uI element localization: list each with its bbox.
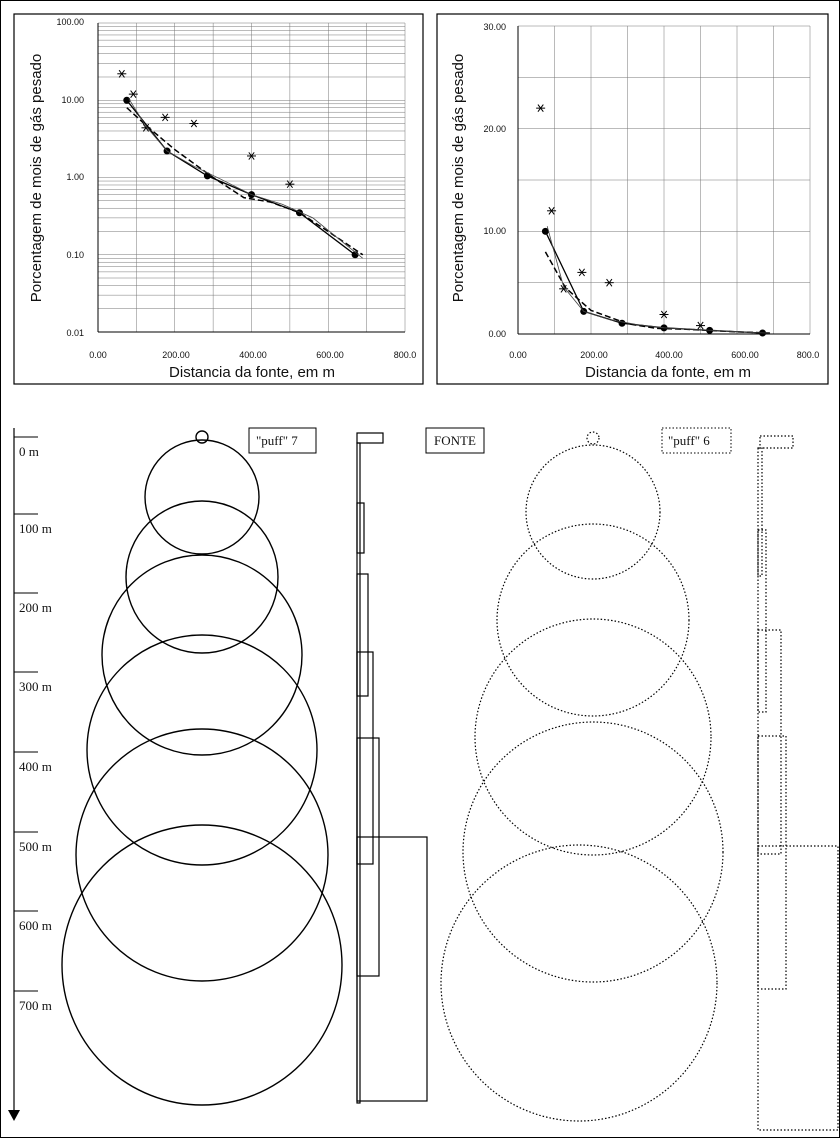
puff-7-label-box (248, 427, 317, 454)
y-tick-label: 0.00 (488, 329, 506, 339)
data-point (123, 96, 131, 104)
star-stroke (606, 278, 613, 287)
y-tick-label: 0.01 (66, 328, 84, 338)
star-marker (547, 206, 557, 215)
puff-6-profile (757, 435, 839, 1131)
star-stroke (162, 113, 169, 122)
source-label: FONTE (434, 433, 476, 448)
series-line-dashed (126, 107, 364, 256)
linear-chart: 0.00 200.00 400.00 600.00 800.0 0.00 10.… (436, 13, 829, 385)
x-tick-label: 800.0 (394, 350, 417, 360)
x-tick-label: 400.00 (239, 350, 267, 360)
star-stroke (142, 123, 150, 132)
puff-6-label: "puff" 6 (668, 433, 710, 448)
depth-label: 400 m (19, 759, 52, 774)
x-tick-label: 600.00 (316, 350, 344, 360)
depth-arrow-icon (8, 1110, 20, 1121)
y-tick-label: 20.00 (483, 124, 506, 134)
x-tick-label: 200.00 (162, 350, 190, 360)
linear-chart-data (536, 104, 770, 337)
x-tick-label: 800.0 (797, 350, 820, 360)
star-stroke (248, 152, 255, 160)
x-tick-label: 400.00 (655, 350, 683, 360)
y-tick-label: 1.00 (66, 172, 84, 182)
y-axis-label: Porcentagem de mois de gás pesado (450, 54, 467, 303)
star-marker (604, 278, 614, 287)
star-stroke (130, 90, 137, 99)
log-chart-frame (13, 13, 424, 385)
star-stroke (660, 310, 668, 319)
star-stroke (548, 206, 555, 215)
x-tick-label: 0.00 (509, 350, 527, 360)
linear-chart-y-ticks: 0.00 10.00 20.00 30.00 (483, 22, 506, 339)
star-marker (536, 104, 546, 113)
star-stroke (697, 321, 704, 330)
linear-chart-frame (436, 13, 829, 385)
depth-label: 700 m (19, 998, 52, 1013)
series-line-thin (128, 98, 364, 259)
star-marker (285, 180, 295, 189)
puff-7-circles (61, 430, 343, 1106)
star-stroke (537, 104, 544, 113)
source-label-box (425, 427, 485, 454)
depth-label: 200 m (19, 600, 52, 615)
puff-6-label-box (661, 427, 732, 454)
y-tick-label: 10.00 (483, 226, 506, 236)
star-marker (117, 69, 127, 78)
x-axis-label: Distancia da fonte, em m (169, 364, 335, 381)
star-marker (160, 113, 170, 122)
depth-label: 100 m (19, 521, 52, 536)
star-stroke (190, 119, 198, 128)
star-marker (659, 310, 669, 319)
star-marker (247, 152, 256, 160)
star-stroke (286, 180, 293, 189)
log-chart-x-ticks: 0.00 200.00 400.00 600.00 800.0 (89, 350, 416, 360)
star-stroke (578, 268, 585, 277)
y-axis-label: Porcentagem de mois de gás pesado (28, 54, 45, 303)
series-line-dashed (544, 251, 770, 334)
series-line-thin (546, 226, 770, 334)
log-chart-y-ticks: 0.01 0.10 1.00 10.00 100.00 (56, 17, 84, 338)
log-chart: 0.00 200.00 400.00 600.00 800.0 0.01 0.1… (13, 13, 424, 385)
depth-label: 0 m (19, 444, 39, 459)
puff-6-circles (440, 431, 724, 1122)
star-marker (577, 268, 587, 277)
y-tick-label: 0.10 (66, 250, 84, 260)
depth-label: 300 m (19, 679, 52, 694)
log-chart-grid (97, 22, 406, 333)
star-marker (696, 321, 705, 330)
linear-chart-grid (517, 25, 811, 335)
depth-label: 500 m (19, 839, 52, 854)
star-marker (128, 90, 138, 99)
y-tick-label: 10.00 (61, 95, 84, 105)
x-tick-label: 0.00 (89, 350, 107, 360)
star-marker (189, 119, 199, 128)
linear-chart-x-ticks: 0.00 200.00 400.00 600.00 800.0 (509, 350, 819, 360)
depth-axis: 0 m 100 m 200 m 300 m 400 m 500 m 600 m … (8, 428, 52, 1121)
x-tick-label: 200.00 (580, 350, 608, 360)
data-point (541, 227, 549, 235)
data-point (203, 172, 211, 180)
puff-7-profile (356, 432, 428, 1104)
data-point (351, 251, 359, 259)
y-tick-label: 100.00 (56, 17, 84, 27)
depth-label: 600 m (19, 918, 52, 933)
series-line-measured (544, 231, 763, 334)
x-axis-label: Distancia da fonte, em m (585, 364, 751, 381)
star-stroke (118, 69, 125, 78)
dispersion-diagram: 0 m 100 m 200 m 300 m 400 m 500 m 600 m … (8, 427, 839, 1131)
puff-7-label: "puff" 7 (256, 433, 298, 448)
log-chart-data (117, 69, 364, 259)
y-tick-label: 30.00 (483, 22, 506, 32)
x-tick-label: 600.00 (731, 350, 759, 360)
